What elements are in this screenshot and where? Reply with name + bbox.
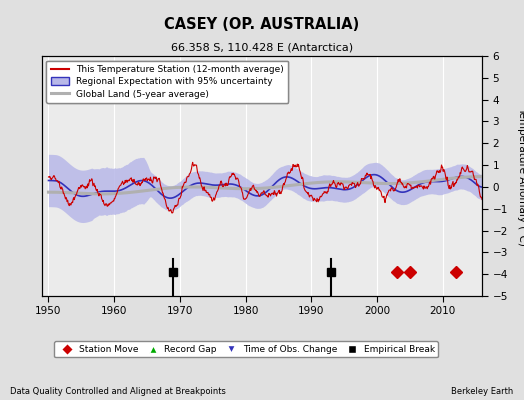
Legend: This Temperature Station (12-month average), Regional Expectation with 95% uncer: This Temperature Station (12-month avera… bbox=[47, 60, 289, 103]
Y-axis label: Temperature Anomaly (°C): Temperature Anomaly (°C) bbox=[517, 106, 524, 246]
Text: Berkeley Earth: Berkeley Earth bbox=[451, 387, 514, 396]
Text: Data Quality Controlled and Aligned at Breakpoints: Data Quality Controlled and Aligned at B… bbox=[10, 387, 226, 396]
Text: CASEY (OP. AUSTRALIA): CASEY (OP. AUSTRALIA) bbox=[165, 17, 359, 32]
Legend: Station Move, Record Gap, Time of Obs. Change, Empirical Break: Station Move, Record Gap, Time of Obs. C… bbox=[54, 341, 438, 358]
Text: 66.358 S, 110.428 E (Antarctica): 66.358 S, 110.428 E (Antarctica) bbox=[171, 42, 353, 52]
